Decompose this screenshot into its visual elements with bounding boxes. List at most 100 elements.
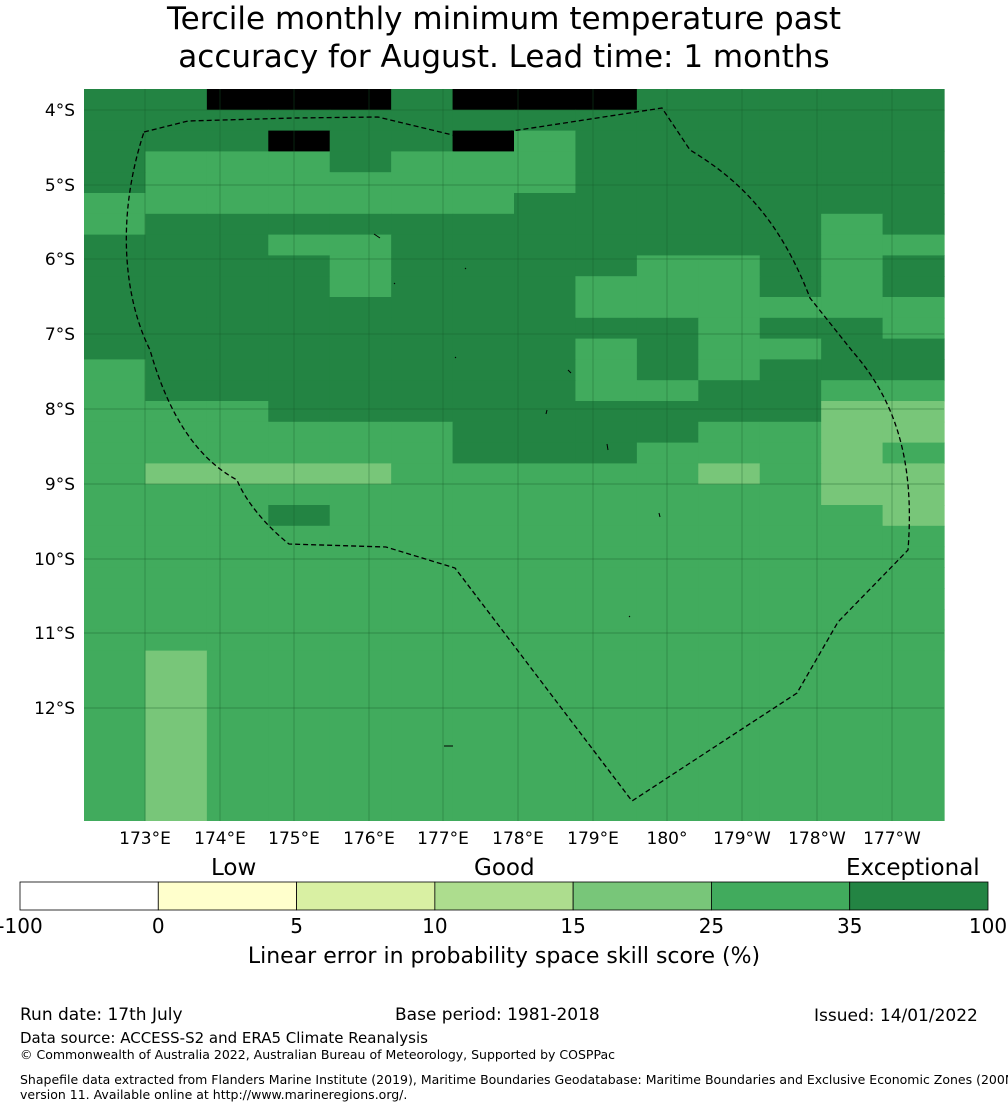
- skill-cell: [268, 650, 331, 821]
- skill-cell: [452, 650, 515, 821]
- skill-cell: [575, 380, 638, 402]
- skill-cell: [206, 401, 269, 423]
- skill-cell: [698, 380, 761, 402]
- skill-cell: [84, 650, 147, 821]
- skill-cell: [698, 463, 761, 485]
- skill-cell: [759, 359, 822, 381]
- skill-cell: [575, 567, 638, 589]
- skill-cell: [145, 484, 208, 506]
- skill-cell: [452, 609, 515, 631]
- skill-cell: [759, 338, 822, 360]
- skill-cell: [514, 546, 577, 568]
- skill-cell: [452, 629, 515, 652]
- skill-cell: [268, 317, 331, 340]
- island-mark: [393, 282, 396, 285]
- skill-cell: [145, 109, 208, 132]
- skill-cell: [821, 297, 884, 319]
- skill-cell: [514, 213, 577, 236]
- skill-cell: [698, 609, 761, 631]
- skill-cell: [145, 650, 208, 821]
- skill-cell: [206, 380, 269, 402]
- colorbar-segment: [849, 881, 989, 911]
- skill-cell: [84, 234, 147, 256]
- skill-cell: [206, 255, 269, 277]
- skill-cell: [575, 525, 638, 548]
- skill-cell: [636, 234, 699, 256]
- skill-cell: [698, 255, 761, 277]
- skill-cell: [84, 255, 147, 277]
- latitude-label: 11°S: [34, 624, 75, 644]
- shapefile-credit-1: Shapefile data extracted from Flanders M…: [20, 1072, 1008, 1087]
- colorbar-tick-label: 25: [698, 914, 725, 938]
- skill-cell: [329, 380, 392, 402]
- category-exceptional: Exceptional: [846, 855, 980, 881]
- skill-cell: [452, 234, 515, 256]
- skill-cell: [268, 359, 331, 381]
- skill-cell: [698, 567, 761, 589]
- skill-cell: [84, 421, 147, 444]
- skill-cell: [329, 359, 392, 381]
- colorbar-segment: [19, 881, 159, 911]
- skill-cell: [821, 130, 884, 152]
- skill-cell: [84, 297, 147, 319]
- skill-cell: [206, 172, 269, 194]
- skill-cell: [268, 546, 331, 568]
- longitude-label: 179°E: [567, 829, 619, 849]
- skill-cell: [329, 546, 392, 568]
- latitude-labels: 4°S 5°S 6°S 7°S 8°S 9°S 10°S 11°S 12°S: [34, 101, 75, 719]
- skill-cell: [759, 297, 822, 319]
- skill-cell: [821, 650, 884, 821]
- longitude-label: 175°E: [268, 829, 320, 849]
- island-mark: [567, 369, 572, 374]
- skill-cell: [84, 442, 147, 464]
- skill-cell: [84, 89, 147, 111]
- skill-cell: [268, 151, 331, 173]
- skill-cell: [145, 567, 208, 589]
- skill-cell: [821, 172, 884, 194]
- skill-cell: [145, 380, 208, 402]
- skill-cell: [698, 484, 761, 506]
- skill-cell: [329, 193, 392, 215]
- skill-cell: [575, 650, 638, 821]
- skill-cell: [575, 317, 638, 340]
- skill-cell: [145, 130, 208, 152]
- title-line-1: Tercile monthly minimum temperature past: [166, 1, 842, 37]
- skill-cell: [452, 380, 515, 402]
- skill-cell: [145, 317, 208, 340]
- skill-cell: [514, 588, 577, 610]
- skill-cell: [821, 151, 884, 173]
- data-source: Data source: ACCESS-S2 and ERA5 Climate …: [20, 1029, 428, 1047]
- longitude-label: 179°W: [713, 829, 771, 849]
- skill-cell: [575, 109, 638, 132]
- skill-cell: [206, 588, 269, 610]
- skill-cell: [698, 442, 761, 464]
- skill-cell: [84, 151, 147, 173]
- skill-cell: [329, 401, 392, 423]
- skill-cell: [882, 525, 945, 548]
- skill-cell: [268, 130, 331, 152]
- skill-cell: [84, 588, 147, 610]
- longitude-label: 174°E: [194, 829, 246, 849]
- category-low: Low: [211, 855, 257, 881]
- skill-cell: [759, 213, 822, 236]
- skill-cell: [882, 546, 945, 568]
- skill-cell: [636, 546, 699, 568]
- skill-cell: [452, 567, 515, 589]
- island-mark: [628, 615, 631, 618]
- skill-cell: [206, 567, 269, 589]
- skill-cell: [391, 650, 454, 821]
- skill-cell: [452, 525, 515, 548]
- skill-cell: [698, 421, 761, 444]
- skill-cell: [882, 255, 945, 277]
- skill-cell: [759, 151, 822, 173]
- skill-cell: [206, 505, 269, 527]
- skill-cell: [391, 130, 454, 152]
- skill-cell: [145, 151, 208, 173]
- skill-cell: [452, 172, 515, 194]
- latitude-label: 9°S: [45, 475, 75, 495]
- skill-cell: [514, 525, 577, 548]
- skill-cell: [759, 401, 822, 423]
- skill-cell: [391, 505, 454, 527]
- skill-cell: [575, 276, 638, 298]
- skill-cell: [452, 151, 515, 173]
